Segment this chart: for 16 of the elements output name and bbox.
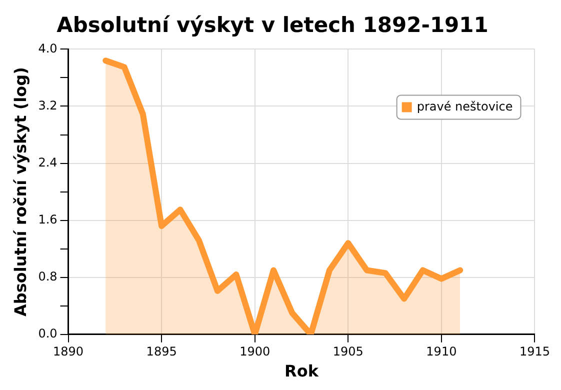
x-axis-title: Rok <box>284 362 319 381</box>
y-tick-label: 2.4 <box>38 155 58 170</box>
y-tick-label: 1.6 <box>38 212 58 226</box>
x-tick-label: 1895 <box>146 344 177 359</box>
chart-title: Absolutní výskyt v letech 1892-1911 <box>56 13 488 38</box>
x-tick-label: 1900 <box>240 344 270 359</box>
legend-label: pravé neštovice <box>416 99 513 114</box>
x-tick-label: 1890 <box>53 344 84 359</box>
x-tick-label: 1905 <box>332 344 364 359</box>
y-tick-label: 4.0 <box>38 41 58 56</box>
y-tick-label: 0.0 <box>38 326 58 341</box>
y-axis-title: Absolutní roční výskyt (log) <box>10 67 30 316</box>
y-tick-label: 3.2 <box>38 98 58 112</box>
y-tick-label: 0.8 <box>38 269 58 284</box>
x-tick-label: 1910 <box>426 344 457 359</box>
x-tick-label: 1915 <box>519 344 550 359</box>
